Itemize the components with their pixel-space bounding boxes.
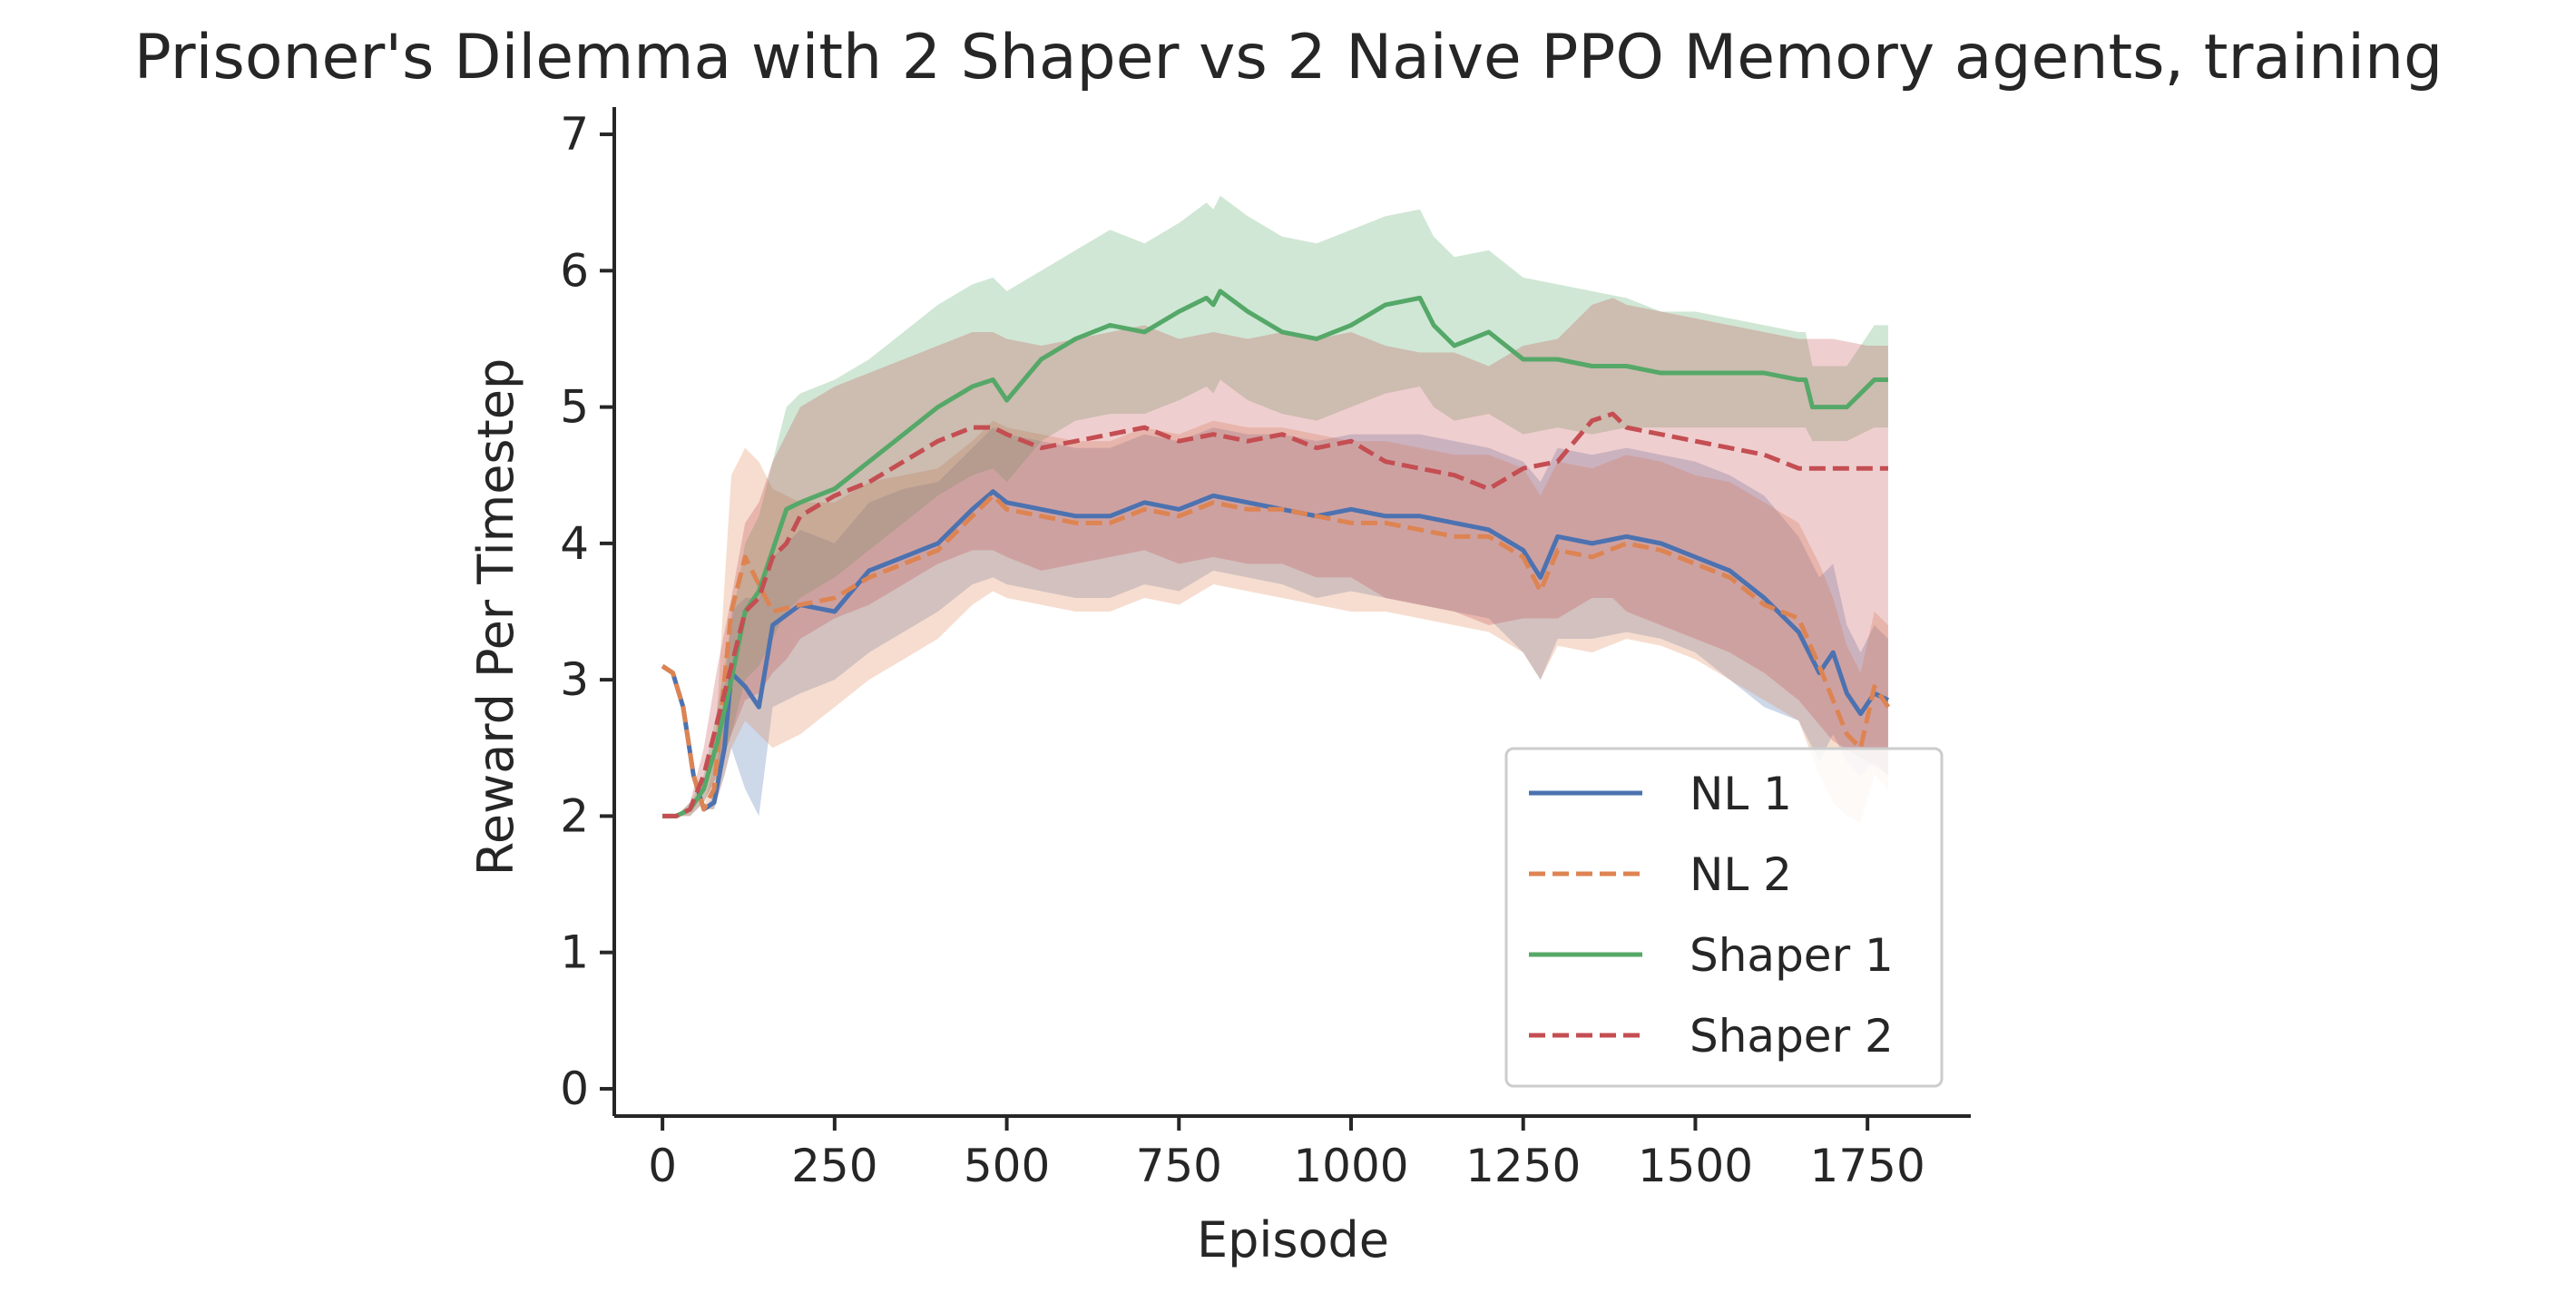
band-shaper-1 — [662, 195, 1888, 817]
y-tick-label: 0 — [560, 1063, 589, 1115]
y-tick-label: 3 — [560, 653, 589, 706]
y-tick-label: 1 — [560, 926, 589, 979]
series-line-nl-1 — [661, 489, 1890, 812]
x-tick-label: 1250 — [1465, 1140, 1581, 1192]
x-ticks: 0 250 500 750 1000 1250 1500 1750 — [648, 1116, 1925, 1192]
series-lines — [661, 289, 1891, 818]
band-shaper-2 — [662, 298, 1888, 817]
x-tick-label: 1750 — [1810, 1140, 1925, 1192]
y-tick-label: 5 — [560, 381, 589, 434]
y-tick-label: 7 — [560, 108, 589, 161]
x-axis-label: Episode — [1197, 1211, 1389, 1269]
legend-label-shaper-1: Shaper 1 — [1690, 929, 1894, 982]
legend-label-shaper-2: Shaper 2 — [1690, 1010, 1894, 1063]
chart-title: Prisoner's Dilemma with 2 Shaper vs 2 Na… — [134, 22, 2443, 93]
y-tick-label: 4 — [560, 517, 589, 570]
y-tick-label: 2 — [560, 789, 589, 842]
series-line-shaper-1 — [662, 289, 1888, 818]
x-tick-label: 250 — [791, 1140, 877, 1192]
y-tick-label: 6 — [560, 244, 589, 297]
y-axis-label: Reward Per Timestep — [467, 358, 524, 876]
legend-frame — [1504, 747, 1944, 1088]
series-line-shaper-2 — [662, 411, 1888, 818]
x-tick-label: 1500 — [1638, 1140, 1753, 1192]
x-tick-label: 500 — [964, 1140, 1050, 1192]
band-nl-1 — [662, 427, 1888, 817]
x-tick-label: 1000 — [1293, 1140, 1408, 1192]
legend-label-nl-2: NL 2 — [1690, 848, 1792, 901]
legend: NL 1 NL 2 Shaper 1 Shaper 2 — [1504, 747, 1944, 1088]
series-line-nl-2 — [661, 493, 1891, 812]
x-tick-label: 750 — [1136, 1140, 1222, 1192]
x-tick-label: 0 — [648, 1140, 677, 1192]
y-ticks: 0 1 2 3 4 5 6 7 — [560, 108, 614, 1115]
legend-label-nl-1: NL 1 — [1690, 768, 1792, 820]
